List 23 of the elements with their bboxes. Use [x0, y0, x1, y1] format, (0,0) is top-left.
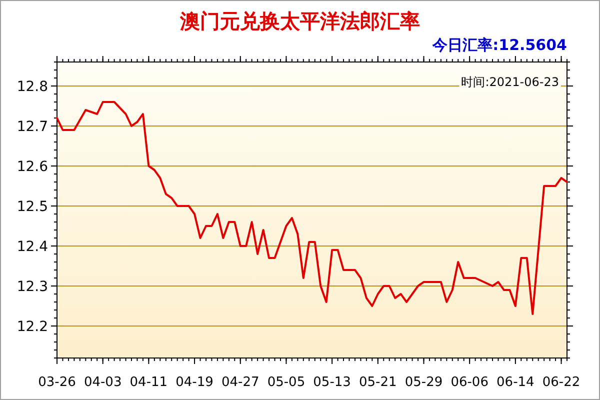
x-tick-label: 06-14: [496, 375, 534, 390]
text: 今日汇率:12.5604: [432, 36, 567, 54]
x-tick-label: 05-21: [359, 375, 397, 390]
x-tick-label: 05-13: [313, 375, 351, 390]
chart-title: 澳门元兑换太平洋法郎汇率: [179, 9, 420, 33]
y-tick-label: 12.2: [16, 319, 48, 335]
x-tick-label: 05-29: [404, 375, 443, 390]
y-tick-label: 12.8: [16, 79, 48, 95]
y-tick-label: 12.4: [16, 239, 48, 255]
y-tick-label: 12.7: [16, 119, 48, 135]
x-tick-label: 05-05: [267, 375, 306, 390]
x-tick-label: 04-03: [84, 375, 122, 390]
y-tick-label: 12.5: [16, 199, 48, 215]
line-series: [56, 101, 568, 315]
x-tick-label: 06-06: [450, 375, 488, 390]
annotation: 时间:2021-06-23: [461, 75, 559, 89]
x-tick-label: 06-22: [542, 375, 580, 390]
y-tick-label: 12.6: [16, 159, 48, 175]
y-tick-label: 12.3: [16, 279, 48, 295]
x-tick-label: 03-26: [38, 375, 76, 390]
x-tick-label: 04-19: [176, 375, 214, 390]
x-tick-label: 04-11: [130, 375, 168, 390]
x-tick-label: 04-27: [221, 375, 260, 390]
